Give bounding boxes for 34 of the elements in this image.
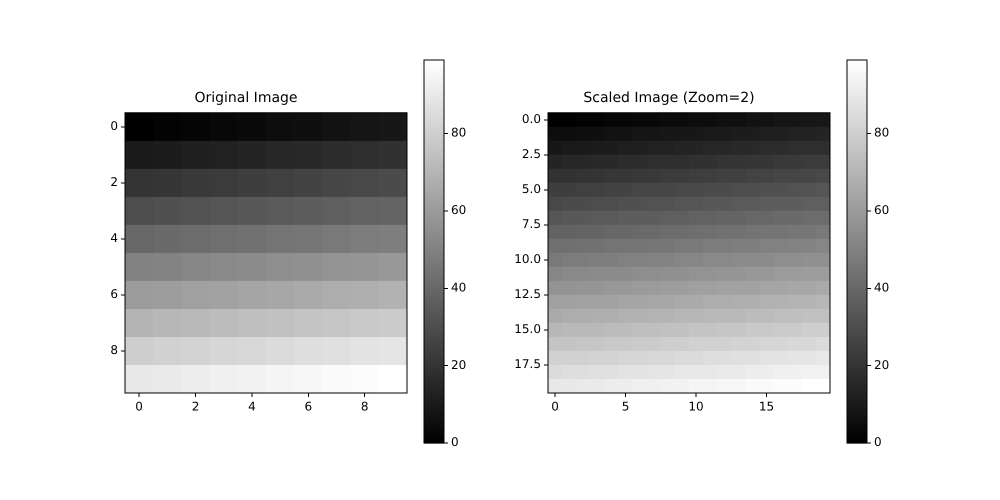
y-tick-label: 0.0 <box>522 112 541 126</box>
color-bar-label: 60 <box>874 203 890 218</box>
color-bar-label: 80 <box>874 126 890 140</box>
x-tick-label: 0 <box>135 399 143 414</box>
y-tick-label: 7.5 <box>522 217 541 232</box>
color-bar-label: 20 <box>451 358 466 372</box>
y-tick-label: 6 <box>110 287 118 302</box>
y-tick-label: 17.5 <box>514 357 541 372</box>
y-tick-label: 0 <box>110 118 118 133</box>
x-tick-label: 8 <box>360 399 369 414</box>
x-tick-label: 5 <box>622 399 630 414</box>
color-bar-label: 80 <box>451 126 466 140</box>
y-tick-label: 15.0 <box>514 322 541 336</box>
x-tick-label: 15 <box>758 399 774 414</box>
y-tick-label: 2 <box>110 174 118 189</box>
color-bar-label: 40 <box>451 280 466 294</box>
y-tick-label: 8 <box>110 343 118 358</box>
y-tick-label: 10.0 <box>514 252 541 266</box>
y-tick-label: 5.0 <box>522 182 541 196</box>
color-bar-label: 0 <box>874 435 882 450</box>
y-tick-label: 12.5 <box>514 287 541 302</box>
color-bar-label: 0 <box>451 435 459 450</box>
color-bar-label: 40 <box>874 280 890 294</box>
chart-title: Scaled Image (Zoom=2) <box>583 90 755 106</box>
chart-title: Original Image <box>194 90 298 106</box>
x-tick-label: 6 <box>304 399 312 414</box>
color-bar-label: 20 <box>874 358 890 372</box>
x-tick-label: 10 <box>688 399 704 414</box>
color-bar-label: 60 <box>451 203 466 218</box>
y-tick-label: 2.5 <box>522 146 541 161</box>
x-tick-label: 4 <box>248 399 256 414</box>
x-tick-label: 0 <box>551 399 559 414</box>
x-tick-label: 2 <box>192 399 200 414</box>
y-tick-label: 4 <box>110 231 118 246</box>
